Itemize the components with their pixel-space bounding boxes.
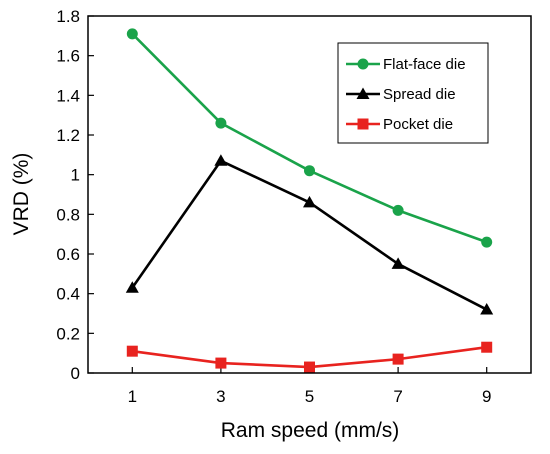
data-point-spread-die	[391, 257, 405, 269]
x-tick-label: 5	[305, 387, 314, 406]
x-tick-label: 1	[128, 387, 137, 406]
series-spread-die	[125, 154, 494, 315]
data-point-pocket-die	[392, 353, 404, 365]
axis-ticks: 0 0.2 0.4 0.6 0.8 1 1.2 1.4 1.6 1.8 1 3 5 7 9	[56, 7, 491, 406]
data-point-pocket-die	[215, 357, 227, 369]
data-point-spread-die	[214, 154, 228, 166]
data-point-flat-face-die	[215, 117, 227, 129]
data-point-flat-face-die	[126, 28, 138, 40]
legend-label: Spread die	[383, 86, 456, 103]
y-tick-label: 0	[71, 364, 80, 383]
data-point-flat-face-die	[304, 165, 315, 177]
data-point-pocket-die	[481, 341, 493, 353]
data-point-flat-face-die	[392, 204, 404, 216]
plot-area-frame	[87, 15, 532, 374]
data-point-flat-face-die	[481, 236, 493, 248]
legend-marker	[356, 87, 370, 99]
data-point-pocket-die	[304, 361, 315, 373]
legend-label: Flat-face die	[383, 56, 466, 73]
y-tick-label: 1	[71, 166, 80, 185]
y-tick-label: 0.6	[56, 245, 80, 264]
x-tick-label: 7	[393, 387, 402, 406]
x-tick-label: 9	[482, 387, 491, 406]
legend-item-flat-face-die: Flat-face die	[346, 56, 466, 73]
legend-marker	[357, 118, 369, 130]
y-tick-label: 1.4	[56, 86, 80, 105]
data-point-spread-die	[303, 195, 316, 208]
data-point-pocket-die	[126, 345, 138, 357]
series-pocket-die	[126, 341, 493, 373]
legend: Flat-face die Spread die Pocket die	[337, 42, 489, 144]
y-tick-label: 0.4	[56, 285, 80, 304]
legend-item-pocket-die: Pocket die	[346, 116, 453, 133]
series-layer	[125, 28, 494, 373]
legend-marker	[357, 58, 369, 70]
y-axis-title: VRD (%)	[10, 153, 33, 236]
legend-items: Flat-face die Spread die Pocket die	[346, 56, 466, 133]
x-tick-label: 3	[216, 387, 225, 406]
legend-item-spread-die: Spread die	[346, 86, 456, 103]
y-tick-label: 1.2	[56, 126, 80, 145]
legend-label: Pocket die	[383, 116, 453, 133]
y-tick-label: 0.8	[56, 205, 80, 224]
y-tick-label: 0.2	[56, 324, 80, 343]
data-point-spread-die	[125, 281, 139, 293]
x-axis-title: Ram speed (mm/s)	[221, 419, 400, 442]
series-flat-face-die	[126, 28, 493, 248]
data-point-spread-die	[480, 303, 494, 315]
y-tick-label: 1.6	[56, 47, 80, 66]
y-tick-label: 1.8	[56, 7, 80, 26]
